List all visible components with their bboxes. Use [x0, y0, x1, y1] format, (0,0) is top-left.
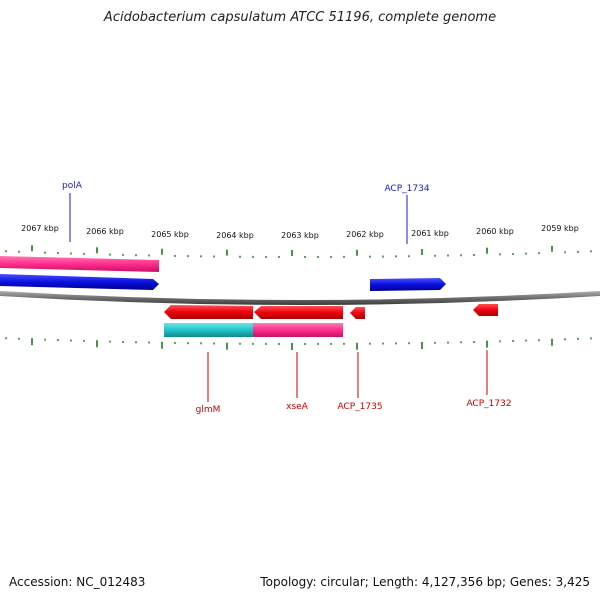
kbp-label: 2061 kbp: [411, 229, 449, 238]
gene-label-acp-1732: ACP_1732: [466, 399, 511, 409]
kbp-label: 2065 kbp: [151, 230, 189, 239]
genome-stats-label: Topology: circular; Length: 4,127,356 bp…: [260, 575, 590, 589]
reverse-labels: glmM xseA ACP_1735 ACP_1732: [196, 350, 512, 415]
reverse-strand-features: [164, 304, 498, 337]
reverse-cds-block: [164, 323, 253, 337]
gene-label-pola: polA: [62, 181, 83, 191]
accession-label: Accession: NC_012483: [9, 575, 146, 589]
reverse-gene-arrow: [164, 305, 253, 319]
forward-cds-arrow: [370, 278, 446, 291]
forward-labels: polA ACP_1734: [62, 181, 430, 244]
gene-label-xsea: xseA: [286, 402, 309, 412]
kbp-label: 2066 kbp: [86, 227, 124, 236]
forward-gene-arrow: [0, 256, 159, 272]
kbp-labels: 2067 kbp 2066 kbp 2065 kbp 2064 kbp 2063…: [21, 224, 579, 240]
tick-row-outer: [5, 245, 592, 258]
gene-label-acp-1735: ACP_1735: [337, 402, 382, 412]
reverse-cds-block: [253, 323, 343, 337]
forward-strand-features: [0, 256, 446, 291]
reverse-gene-arrow: [473, 304, 498, 316]
tick-row-inner: [5, 337, 592, 350]
gene-label-acp-1734: ACP_1734: [384, 184, 429, 194]
kbp-label: 2062 kbp: [346, 230, 384, 239]
gene-label-glmm: glmM: [196, 405, 221, 415]
reverse-gene-arrow: [254, 306, 343, 319]
reverse-gene-arrow: [350, 307, 365, 319]
kbp-label: 2063 kbp: [281, 231, 319, 240]
kbp-label: 2064 kbp: [216, 231, 254, 240]
kbp-label: 2060 kbp: [476, 227, 514, 236]
genome-title: Acidobacterium capsulatum ATCC 51196, co…: [103, 10, 497, 25]
kbp-label: 2067 kbp: [21, 224, 59, 233]
forward-cds-arrow: [0, 274, 159, 290]
genome-backbone: [0, 291, 600, 305]
kbp-label: 2059 kbp: [541, 224, 579, 233]
